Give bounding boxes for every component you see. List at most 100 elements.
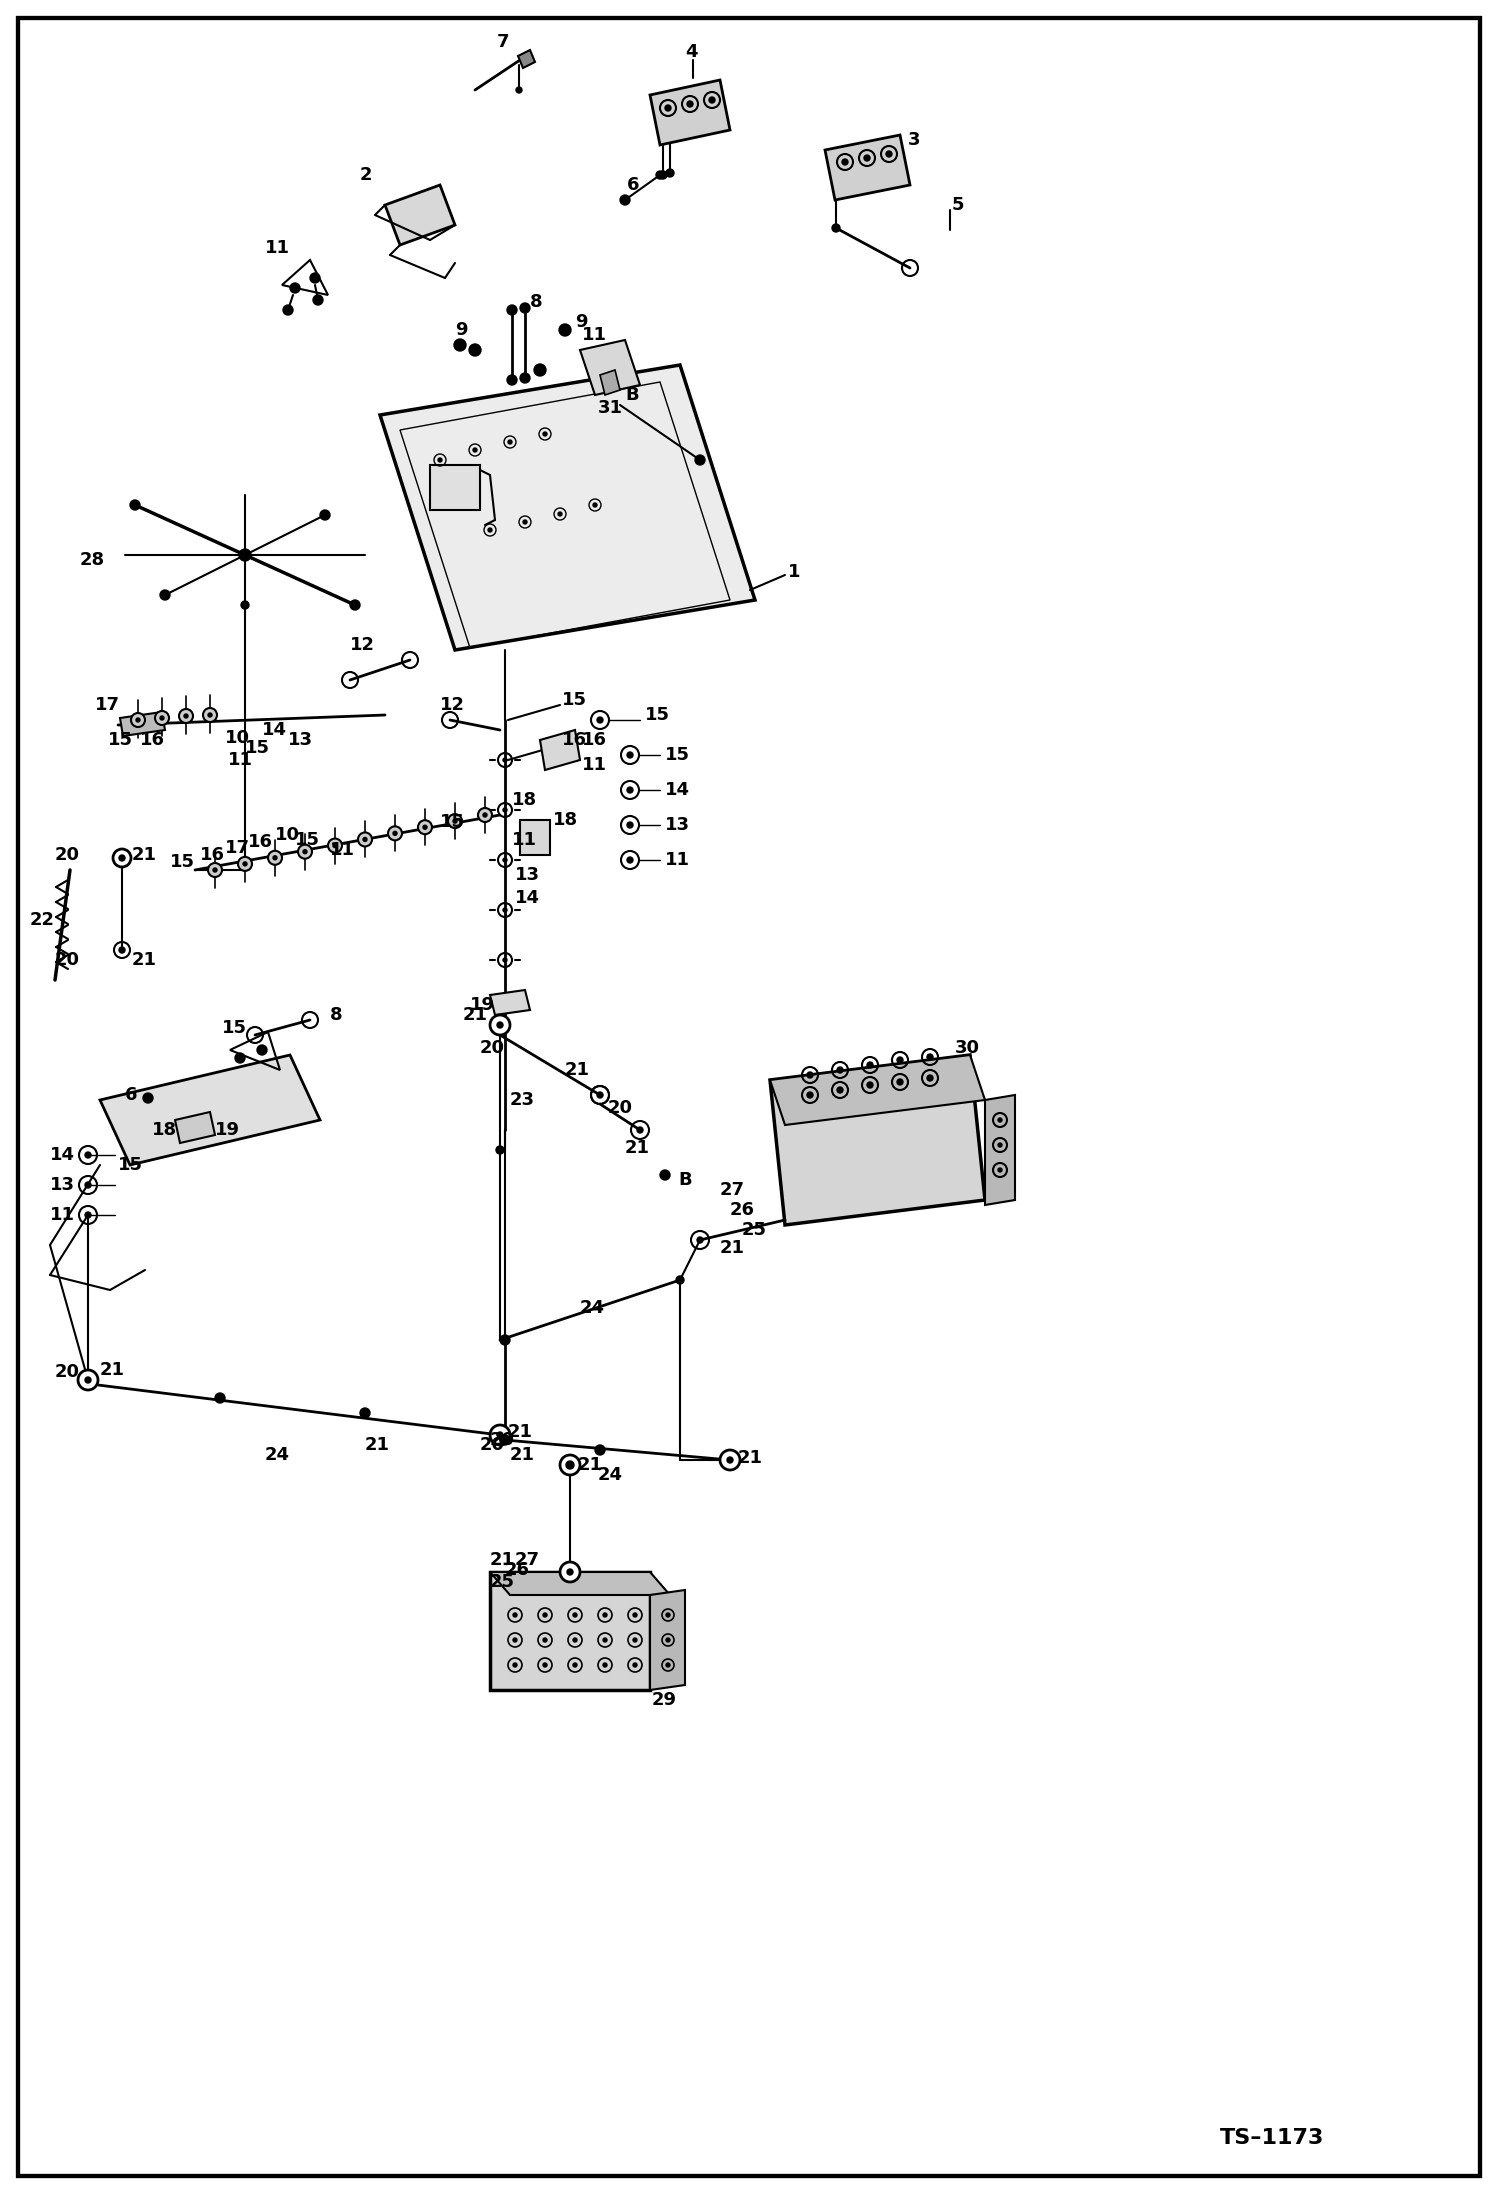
Text: 18: 18: [512, 792, 538, 810]
Circle shape: [235, 1053, 246, 1064]
Circle shape: [213, 869, 217, 871]
Circle shape: [560, 1562, 580, 1582]
Text: 13: 13: [665, 816, 691, 834]
Circle shape: [216, 1393, 225, 1402]
Text: 6: 6: [124, 1086, 138, 1104]
Polygon shape: [120, 713, 165, 735]
Polygon shape: [490, 1571, 650, 1689]
Text: 21: 21: [739, 1448, 762, 1468]
Circle shape: [130, 500, 139, 509]
Circle shape: [867, 1062, 873, 1068]
Text: 21: 21: [578, 1457, 604, 1474]
Polygon shape: [380, 364, 755, 649]
Text: 31: 31: [598, 399, 623, 417]
Circle shape: [500, 1435, 509, 1446]
Text: 29: 29: [652, 1692, 677, 1709]
Text: 5: 5: [953, 195, 965, 215]
Circle shape: [154, 711, 169, 724]
Text: 20: 20: [55, 847, 79, 864]
Text: 6: 6: [628, 176, 640, 193]
Text: 19: 19: [216, 1121, 240, 1139]
Text: 15: 15: [440, 814, 464, 832]
Circle shape: [721, 1450, 740, 1470]
Circle shape: [557, 511, 562, 516]
Circle shape: [490, 1424, 509, 1446]
Text: 11: 11: [665, 851, 691, 869]
Text: B: B: [679, 1172, 692, 1189]
Text: 12: 12: [440, 695, 464, 713]
Circle shape: [392, 832, 397, 836]
Circle shape: [637, 1128, 643, 1132]
Circle shape: [78, 1369, 97, 1391]
Circle shape: [604, 1613, 607, 1617]
Text: 17: 17: [225, 838, 250, 858]
Circle shape: [85, 1211, 91, 1218]
Text: 14: 14: [49, 1145, 75, 1165]
Text: 20: 20: [479, 1040, 505, 1058]
Text: 16: 16: [139, 731, 165, 748]
Circle shape: [258, 1044, 267, 1055]
Circle shape: [303, 849, 307, 853]
Text: 24: 24: [580, 1299, 605, 1316]
Polygon shape: [650, 1591, 685, 1689]
Circle shape: [178, 709, 193, 724]
Circle shape: [568, 1569, 574, 1575]
Text: 13: 13: [288, 731, 313, 748]
Text: 21: 21: [625, 1139, 650, 1156]
Polygon shape: [490, 989, 530, 1016]
Text: 28: 28: [79, 551, 105, 568]
Circle shape: [927, 1075, 933, 1082]
Circle shape: [533, 364, 545, 375]
Circle shape: [506, 305, 517, 316]
Circle shape: [448, 814, 461, 827]
Polygon shape: [539, 731, 580, 770]
Text: 20: 20: [490, 1430, 515, 1448]
Circle shape: [998, 1167, 1002, 1172]
Text: 4: 4: [685, 44, 698, 61]
Text: 23: 23: [509, 1090, 535, 1108]
Circle shape: [667, 1663, 670, 1667]
Circle shape: [500, 1334, 509, 1345]
Circle shape: [998, 1143, 1002, 1147]
Circle shape: [328, 838, 342, 853]
Circle shape: [503, 858, 506, 862]
Bar: [430, 465, 479, 509]
Circle shape: [273, 856, 277, 860]
Circle shape: [523, 520, 527, 524]
Circle shape: [503, 807, 506, 812]
Circle shape: [695, 454, 706, 465]
Circle shape: [842, 158, 848, 165]
Text: TS–1173: TS–1173: [1219, 2128, 1324, 2148]
Text: 24: 24: [265, 1446, 291, 1463]
Circle shape: [622, 746, 640, 764]
Circle shape: [142, 1093, 153, 1104]
Circle shape: [659, 171, 667, 180]
Circle shape: [837, 1066, 843, 1073]
Circle shape: [508, 441, 512, 443]
Text: 11: 11: [228, 750, 253, 770]
Circle shape: [160, 590, 169, 599]
Circle shape: [85, 1152, 91, 1158]
Circle shape: [515, 88, 521, 92]
Text: 27: 27: [515, 1551, 539, 1569]
Circle shape: [497, 1022, 503, 1029]
Text: 21: 21: [463, 1007, 488, 1025]
Bar: [520, 821, 550, 856]
Circle shape: [628, 823, 634, 827]
Circle shape: [628, 788, 634, 792]
Circle shape: [697, 1237, 703, 1244]
Circle shape: [512, 1613, 517, 1617]
Circle shape: [542, 432, 547, 437]
Text: 16: 16: [583, 731, 607, 748]
Text: 18: 18: [151, 1121, 177, 1139]
Text: 11: 11: [330, 840, 355, 860]
Text: 14: 14: [262, 722, 288, 739]
Text: 15: 15: [246, 739, 270, 757]
Circle shape: [85, 1378, 91, 1382]
Text: 21: 21: [132, 847, 157, 864]
Polygon shape: [518, 50, 535, 68]
Text: 21: 21: [508, 1424, 533, 1441]
Text: 15: 15: [646, 706, 670, 724]
Circle shape: [388, 827, 401, 840]
Circle shape: [112, 849, 130, 867]
